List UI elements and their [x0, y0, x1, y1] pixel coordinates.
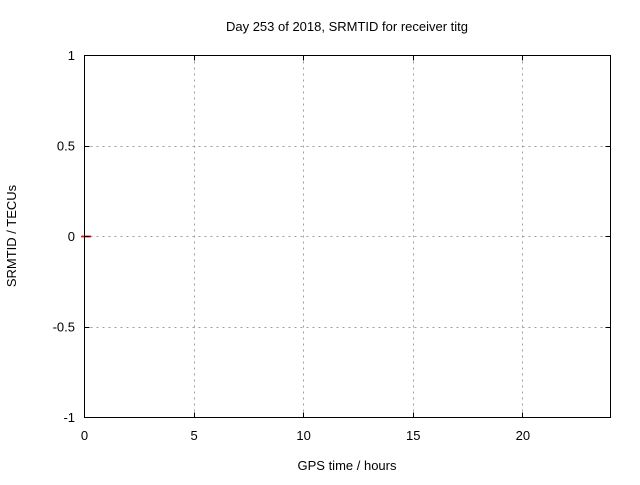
y-tick-label: -0.5: [53, 320, 75, 335]
y-tick-label: 1: [68, 48, 75, 63]
y-tick-label: 0.5: [57, 139, 75, 154]
grid-layer: [84, 55, 611, 418]
chart-title: Day 253 of 2018, SRMTID for receiver tit…: [226, 19, 468, 34]
x-tick-label: 10: [296, 428, 310, 443]
y-tick-label: -1: [63, 410, 75, 425]
axis-layer: [84, 55, 611, 418]
x-tick-label: 5: [190, 428, 197, 443]
x-tick-label: 0: [81, 428, 88, 443]
y-tick-label: 0: [68, 229, 75, 244]
x-axis-label: GPS time / hours: [298, 458, 397, 473]
plot-border: [84, 55, 611, 418]
label-layer: Day 253 of 2018, SRMTID for receiver tit…: [4, 19, 468, 473]
x-tick-label: 20: [516, 428, 530, 443]
x-tick-label: 15: [406, 428, 420, 443]
tick-label-layer: 0 5 10 15 20 -1 -0.5 0 0.5 1: [53, 48, 530, 443]
y-axis-label: SRMTID / TECUs: [4, 184, 19, 287]
